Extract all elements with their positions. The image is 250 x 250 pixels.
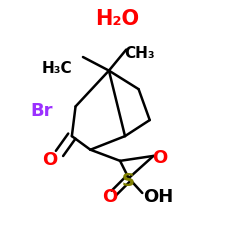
Text: O: O [152, 149, 167, 168]
Text: O: O [102, 188, 118, 206]
Text: CH₃: CH₃ [124, 46, 154, 61]
Text: Br: Br [31, 102, 53, 120]
Text: H₃C: H₃C [41, 61, 72, 76]
Text: OH: OH [144, 188, 174, 206]
Text: O: O [42, 150, 57, 168]
Text: S: S [122, 172, 135, 190]
Text: H₂O: H₂O [96, 9, 140, 29]
